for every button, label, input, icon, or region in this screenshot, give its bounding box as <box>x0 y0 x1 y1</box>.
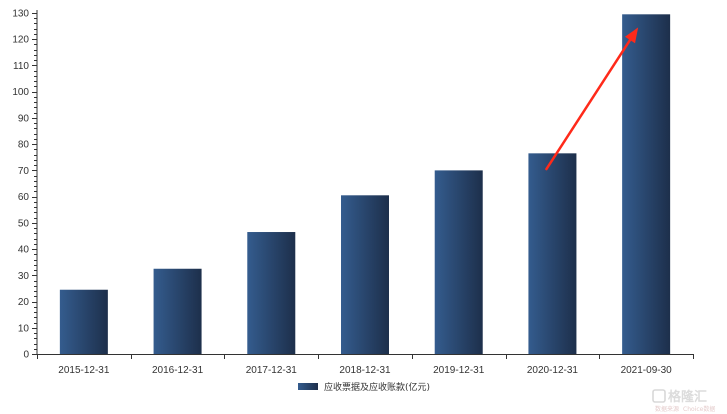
y-tick-label: 80 <box>18 140 30 151</box>
arrow-head <box>624 27 639 44</box>
y-tick-label: 20 <box>18 297 30 308</box>
x-tick-label: 2017-12-31 <box>246 365 298 376</box>
x-tick-label: 2020-12-31 <box>527 365 579 376</box>
bar-2016-12-31 <box>153 268 202 354</box>
x-tick-label: 2015-12-31 <box>58 365 110 376</box>
y-tick-label: 0 <box>23 350 29 361</box>
x-tick-label: 2016-12-31 <box>152 365 204 376</box>
bar-2018-12-31 <box>341 195 389 354</box>
y-tick-label: 60 <box>18 192 30 203</box>
y-tick-label: 130 <box>12 9 29 20</box>
bar-2020-12-31 <box>528 153 577 354</box>
legend: 应收票据及应收账款(亿元) <box>298 381 430 393</box>
watermark-logo-icon <box>652 389 666 403</box>
bar-2021-09-30 <box>622 14 671 355</box>
y-tick-label: 50 <box>18 218 30 229</box>
y-tick-label: 100 <box>12 87 29 98</box>
y-tick-label: 120 <box>12 35 29 46</box>
x-tick-label: 2021-09-30 <box>621 365 673 376</box>
y-axis: 0 10 20 30 40 50 60 70 80 90 100 110 120 130 <box>12 9 38 361</box>
watermark-source-label: 数据来源 <box>655 405 679 413</box>
y-tick-label: 40 <box>18 245 30 256</box>
y-tick-label: 110 <box>13 61 29 72</box>
watermark-source-name: Choice数据 <box>683 405 715 413</box>
annotation-layer <box>545 27 639 171</box>
bar-2019-12-31 <box>434 170 483 354</box>
x-tick-label: 2019-12-31 <box>433 365 485 376</box>
legend-label: 应收票据及应收账款(亿元) <box>324 381 430 393</box>
y-tick-label: 70 <box>18 166 30 177</box>
bar-2015-12-31 <box>59 289 108 354</box>
bars-layer <box>59 14 671 355</box>
watermark-logo-text: 格隆汇 <box>668 389 707 405</box>
legend-swatch <box>298 383 318 390</box>
y-tick-label: 10 <box>18 323 30 334</box>
y-tick-label: 30 <box>18 271 30 282</box>
x-tick-label: 2018-12-31 <box>339 365 391 376</box>
arrow-shaft <box>545 38 632 171</box>
y-tick-label: 90 <box>18 113 30 124</box>
watermark: 格隆汇 数据来源 Choice数据 <box>652 389 715 413</box>
x-axis: 2015-12-31 2016-12-31 2017-12-31 2018-12-31… <box>37 354 694 376</box>
bar-2017-12-31 <box>247 232 296 354</box>
